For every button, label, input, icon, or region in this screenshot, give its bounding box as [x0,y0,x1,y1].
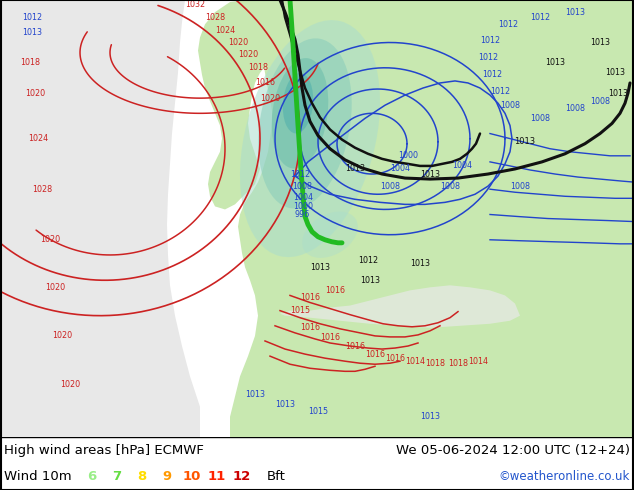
Text: 1028: 1028 [205,13,225,22]
Text: We 05-06-2024 12:00 UTC (12+24): We 05-06-2024 12:00 UTC (12+24) [396,443,630,457]
Text: 1020: 1020 [25,89,45,98]
Text: 1020: 1020 [228,38,248,47]
Text: 1013: 1013 [310,263,330,271]
Text: 11: 11 [208,469,226,483]
Text: 7: 7 [112,469,122,483]
Text: 12: 12 [233,469,251,483]
Text: 1013: 1013 [514,137,536,146]
Text: 1024: 1024 [215,26,235,35]
Text: 1028: 1028 [32,185,52,194]
Ellipse shape [302,212,358,258]
Polygon shape [230,0,634,437]
Text: ©weatheronline.co.uk: ©weatheronline.co.uk [498,469,630,483]
Text: 1020: 1020 [238,50,258,59]
Text: Bft: Bft [267,469,286,483]
Text: 1012: 1012 [478,53,498,62]
Text: 1008: 1008 [440,182,460,191]
Text: 1013: 1013 [420,413,440,421]
Text: 1012: 1012 [490,87,510,96]
Text: 1014: 1014 [405,357,425,366]
Text: 9: 9 [162,469,172,483]
Text: 1012: 1012 [290,170,310,178]
Text: 1018: 1018 [425,359,445,368]
Text: 1020: 1020 [40,235,60,245]
Text: 1018: 1018 [248,63,268,73]
Text: 1004: 1004 [390,165,410,173]
Text: 1008: 1008 [292,182,312,191]
Text: 1008: 1008 [530,114,550,123]
Text: 1013: 1013 [420,170,440,178]
Text: 1016: 1016 [255,78,275,87]
Text: 1004: 1004 [452,161,472,171]
Text: 10: 10 [183,469,201,483]
Ellipse shape [283,73,313,133]
Text: 1008: 1008 [590,97,610,106]
Text: 1012: 1012 [498,20,518,29]
Text: 1013: 1013 [565,8,585,17]
Text: 1024: 1024 [28,134,48,143]
Text: 1020: 1020 [52,331,72,341]
Text: 1020: 1020 [45,283,65,292]
Text: 1016: 1016 [320,333,340,343]
Text: High wind areas [hPa] ECMWF: High wind areas [hPa] ECMWF [4,443,204,457]
Text: 1016: 1016 [345,342,365,350]
Polygon shape [198,0,315,209]
Text: 1013: 1013 [608,89,628,98]
Text: 1013: 1013 [22,28,42,37]
Text: 1013: 1013 [410,259,430,268]
Text: 1012: 1012 [22,13,42,22]
Text: 1000: 1000 [293,202,313,211]
Text: 1008: 1008 [500,101,520,110]
Text: Wind 10m: Wind 10m [4,469,72,483]
Polygon shape [280,285,520,328]
Text: 1020: 1020 [60,380,80,389]
Text: 1012: 1012 [482,71,502,79]
Polygon shape [0,0,200,437]
Text: 1016: 1016 [325,286,345,295]
Text: 1000: 1000 [398,151,418,160]
Text: 1015: 1015 [290,306,310,315]
Ellipse shape [240,20,380,257]
Text: 1014: 1014 [468,357,488,366]
Text: 1012: 1012 [480,36,500,45]
Text: 1008: 1008 [380,182,400,191]
Text: 1015: 1015 [308,407,328,416]
Text: 1013: 1013 [590,38,610,47]
Text: 1004: 1004 [293,193,313,202]
Text: 1016: 1016 [300,323,320,332]
Text: 1008: 1008 [565,104,585,113]
Text: 1032: 1032 [185,0,205,8]
Text: 1012: 1012 [358,255,378,265]
Text: 1013: 1013 [360,276,380,285]
Text: 1016: 1016 [365,350,385,359]
Text: 1008: 1008 [510,182,530,191]
Text: 1013: 1013 [275,400,295,409]
Ellipse shape [258,38,352,209]
Text: 1012: 1012 [530,13,550,22]
Text: 1020: 1020 [260,94,280,102]
Text: 1016: 1016 [385,354,405,363]
Text: 8: 8 [138,469,146,483]
Text: 1018: 1018 [20,58,40,67]
Text: 6: 6 [87,469,96,483]
Text: 1013: 1013 [545,58,565,67]
Text: 996: 996 [294,210,309,219]
Text: 1016: 1016 [300,293,320,302]
Text: 1013: 1013 [605,68,625,77]
Text: 1013: 1013 [345,165,365,173]
Ellipse shape [272,58,328,169]
Text: 1013: 1013 [245,390,265,399]
Text: 1018: 1018 [448,359,468,368]
